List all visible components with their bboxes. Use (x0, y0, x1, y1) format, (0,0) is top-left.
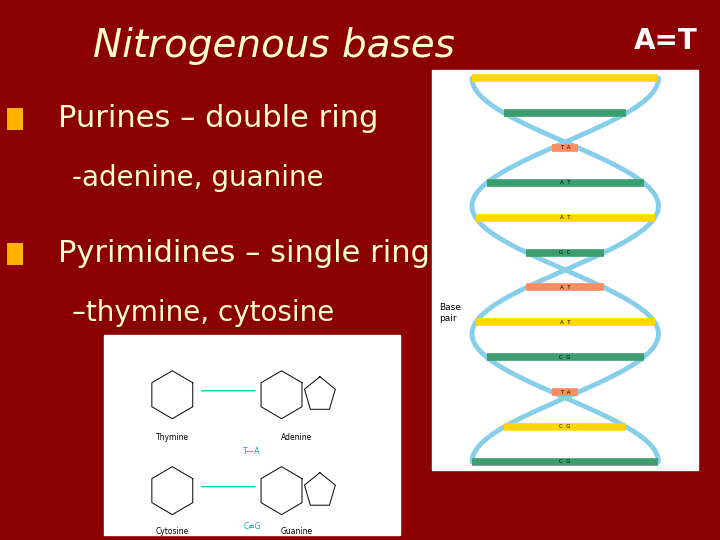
Text: T  A: T A (560, 389, 570, 395)
Text: G  C: G C (559, 250, 571, 255)
Bar (104, 335, 400, 535)
Text: Nitrogenous bases: Nitrogenous bases (93, 27, 454, 65)
Text: A  T: A T (560, 320, 570, 325)
Text: Thymine: Thymine (156, 433, 189, 442)
Text: A=T: A=T (634, 27, 698, 55)
Text: Cytosine: Cytosine (156, 526, 189, 536)
Text: Guanine: Guanine (280, 526, 312, 536)
Text: T  A: T A (560, 145, 570, 151)
Text: A  T: A T (560, 215, 570, 220)
Bar (7, 243, 23, 265)
Text: T―A: T―A (243, 447, 261, 456)
Bar (7, 108, 23, 130)
Text: -adenine, guanine: -adenine, guanine (72, 164, 323, 192)
Text: A  T: A T (560, 180, 570, 185)
Text: C≡G: C≡G (634, 97, 700, 125)
Text: C≡G: C≡G (243, 522, 261, 531)
Text: Base
pair: Base pair (439, 303, 461, 323)
Text: Purines – double ring: Purines – double ring (58, 104, 378, 133)
Text: –thymine, cytosine: –thymine, cytosine (72, 299, 334, 327)
Text: C  G: C G (559, 355, 571, 360)
Text: Adenine: Adenine (281, 433, 312, 442)
Text: Pyrimidines – single ring: Pyrimidines – single ring (58, 239, 429, 268)
Text: A  T: A T (560, 285, 570, 290)
Text: C  G: C G (559, 460, 571, 464)
Bar (432, 70, 698, 470)
Text: C  G: C G (559, 424, 571, 429)
